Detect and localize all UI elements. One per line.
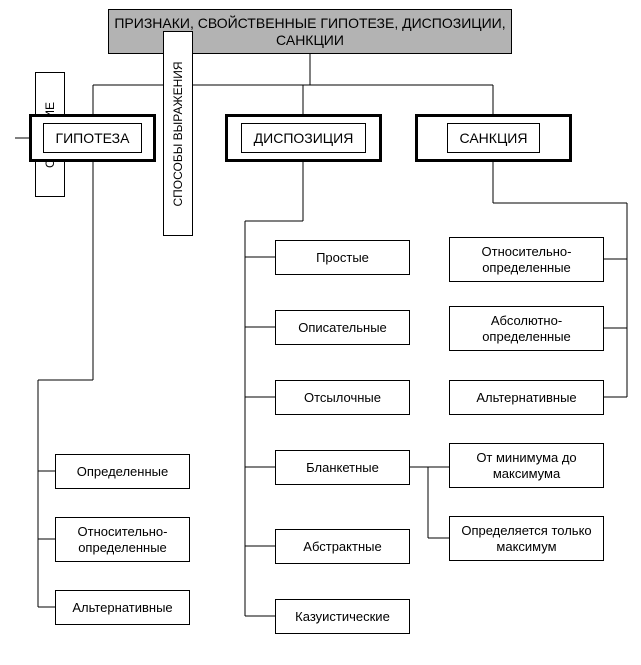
node-d2: Описательные (275, 310, 410, 345)
node-d5-label: Абстрактные (303, 539, 381, 555)
node-h3: Альтернативные (55, 590, 190, 625)
node-d4-label: Бланкетные (306, 460, 379, 476)
node-s4: От минимума до максимума (449, 443, 604, 488)
node-d2-label: Описательные (298, 320, 387, 336)
cat-hypothesis-label: ГИПОТЕЗА (43, 123, 143, 153)
node-d1-label: Простые (316, 250, 369, 266)
side-sposoby-label: СПОСОБЫ ВЫРАЖЕНИЯ (171, 61, 185, 206)
node-s3: Альтернативные (449, 380, 604, 415)
node-h3-label: Альтернативные (72, 600, 172, 616)
node-h1: Определенные (55, 454, 190, 489)
cat-sanction: САНКЦИЯ (415, 114, 572, 162)
cat-sanction-label: САНКЦИЯ (447, 123, 541, 153)
side-sposoby: СПОСОБЫ ВЫРАЖЕНИЯ (163, 31, 193, 236)
node-s4-label: От минимума до максимума (454, 450, 599, 481)
node-s5-label: Определяется только максимум (454, 523, 599, 554)
node-d6: Казуистические (275, 599, 410, 634)
node-d3-label: Отсылочные (304, 390, 381, 406)
node-d3: Отсылочные (275, 380, 410, 415)
node-h2: Относительно-определенные (55, 517, 190, 562)
node-s1-label: Относительно-определенные (454, 244, 599, 275)
node-h1-label: Определенные (77, 464, 168, 480)
node-s2-label: Абсолютно-определенные (454, 313, 599, 344)
cat-hypothesis: ГИПОТЕЗА (29, 114, 156, 162)
node-d4: Бланкетные (275, 450, 410, 485)
node-d5: Абстрактные (275, 529, 410, 564)
node-s5: Определяется только максимум (449, 516, 604, 561)
node-s1: Относительно-определенные (449, 237, 604, 282)
cat-disposition: ДИСПОЗИЦИЯ (225, 114, 382, 162)
cat-disposition-label: ДИСПОЗИЦИЯ (241, 123, 367, 153)
node-d6-label: Казуистические (295, 609, 390, 625)
node-s3-label: Альтернативные (476, 390, 576, 406)
node-s2: Абсолютно-определенные (449, 306, 604, 351)
node-d1: Простые (275, 240, 410, 275)
node-h2-label: Относительно-определенные (60, 524, 185, 555)
